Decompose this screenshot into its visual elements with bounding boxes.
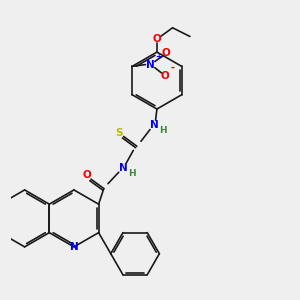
- Text: O: O: [153, 34, 161, 44]
- Text: O: O: [160, 71, 169, 81]
- Text: N: N: [146, 60, 155, 70]
- Text: N: N: [150, 120, 158, 130]
- Text: N: N: [70, 242, 78, 252]
- Text: O: O: [162, 49, 170, 58]
- Text: H: H: [128, 169, 135, 178]
- Text: +: +: [155, 52, 161, 62]
- Text: H: H: [159, 126, 167, 135]
- Text: -: -: [171, 63, 175, 73]
- Text: O: O: [82, 170, 91, 180]
- Text: N: N: [118, 163, 127, 173]
- Text: S: S: [115, 128, 122, 138]
